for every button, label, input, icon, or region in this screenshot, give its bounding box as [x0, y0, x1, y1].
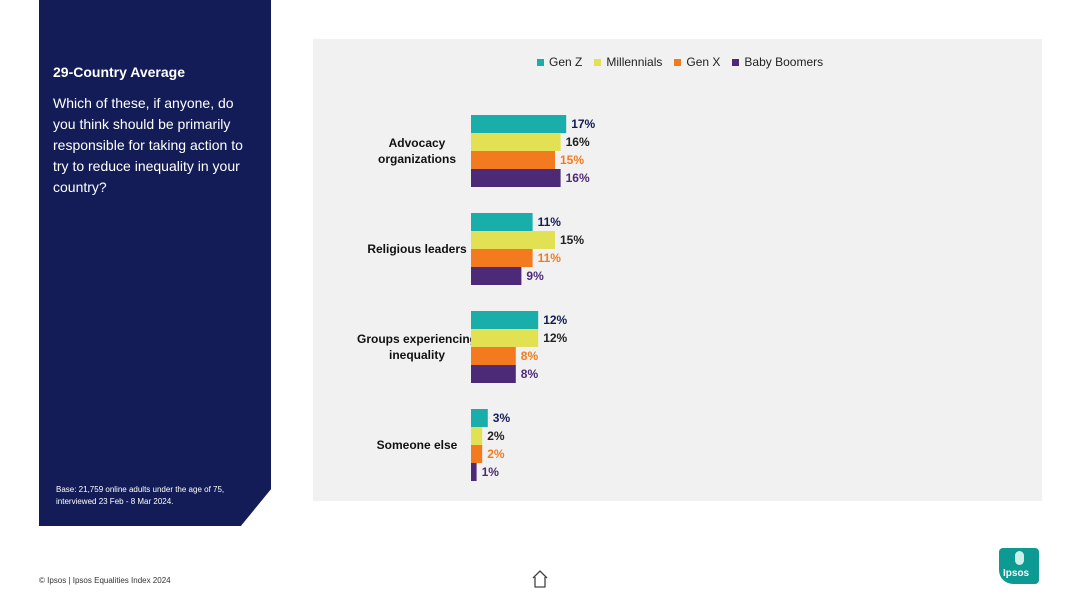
- legend-swatch: [594, 58, 602, 66]
- bar: [471, 347, 516, 365]
- bar: [471, 115, 567, 133]
- data-label: 8%: [521, 349, 539, 363]
- legend-label: Gen Z: [549, 55, 583, 69]
- category-label: Groups experiencing inequality: [357, 332, 477, 362]
- bar: [471, 213, 533, 231]
- logo-text: Ipsos: [1003, 568, 1030, 579]
- ipsos-logo: Ipsos: [999, 548, 1039, 584]
- data-label: 9%: [526, 269, 544, 283]
- legend-item-baby-boomers: Baby Boomers: [732, 55, 823, 69]
- legend-label: Gen X: [686, 55, 721, 69]
- data-label: 11%: [538, 251, 562, 265]
- chart-legend: Gen Z Millennials Gen X Baby Boomers: [537, 55, 823, 69]
- bar: [471, 463, 477, 481]
- bar: [471, 133, 561, 151]
- legend-label: Millennials: [606, 55, 663, 69]
- bar: [471, 409, 488, 427]
- base-note: Base: 21,759 online adults under the age…: [56, 485, 225, 506]
- data-label: 1%: [482, 465, 500, 479]
- data-label: 16%: [566, 135, 590, 149]
- data-label: 12%: [543, 313, 567, 327]
- bar: [471, 311, 539, 329]
- bar: [471, 249, 533, 267]
- legend-item-millennials: Millennials: [594, 55, 662, 69]
- data-label: 2%: [487, 429, 505, 443]
- data-label: 17%: [571, 117, 595, 131]
- data-label: 15%: [560, 153, 584, 167]
- footer-copyright: © Ipsos | Ipsos Equalities Index 2024: [39, 576, 171, 585]
- logo-mark: [1015, 551, 1024, 565]
- legend-item-gen-x: Gen X: [674, 55, 720, 69]
- bar: [471, 169, 561, 187]
- legend-label: Baby Boomers: [744, 55, 824, 69]
- data-label: 16%: [566, 171, 590, 185]
- bar: [471, 329, 539, 347]
- category-label: Advocacy organizations: [378, 136, 456, 166]
- data-label: 8%: [521, 367, 539, 381]
- sidebar-panel: 29-Country Average Which of these, if an…: [39, 0, 271, 526]
- data-label: 11%: [538, 215, 562, 229]
- bar: [471, 445, 483, 463]
- data-label: 2%: [487, 447, 505, 461]
- data-label: 3%: [493, 411, 511, 425]
- legend-swatch: [732, 58, 740, 66]
- category-label: Someone else: [377, 438, 458, 452]
- data-label: 15%: [560, 233, 584, 247]
- category-label: Religious leaders: [367, 242, 467, 256]
- bar: [471, 427, 483, 445]
- bar: [471, 151, 555, 169]
- bar: [471, 267, 522, 285]
- legend-swatch: [537, 58, 544, 66]
- bar: [471, 365, 516, 383]
- bar: [471, 231, 555, 249]
- survey-question: Which of these, if anyone, do you think …: [53, 95, 243, 195]
- chart-panel: [313, 39, 1042, 501]
- legend-item-gen-z: Gen Z: [537, 55, 582, 69]
- home-icon[interactable]: [531, 569, 549, 589]
- legend-swatch: [674, 58, 682, 66]
- sidebar-title: 29-Country Average: [53, 64, 186, 80]
- data-label: 12%: [543, 331, 567, 345]
